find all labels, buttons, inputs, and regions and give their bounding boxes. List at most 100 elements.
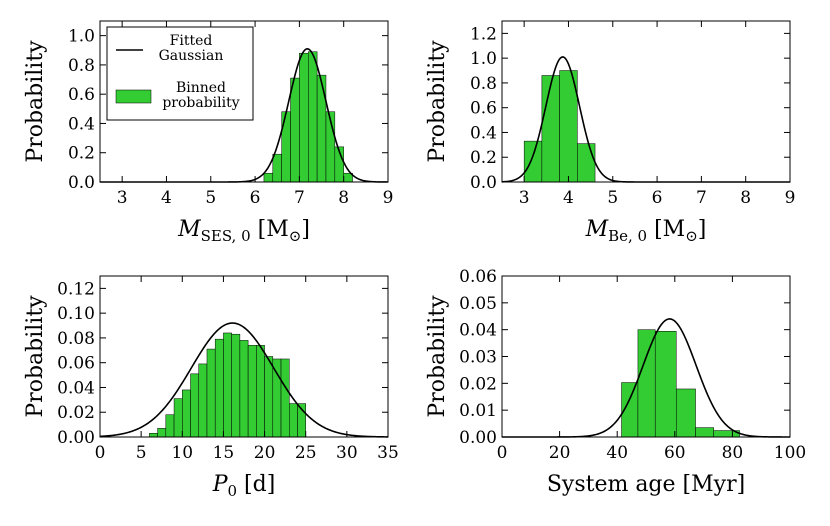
- x-tick-label: 35: [377, 443, 399, 463]
- y-tick-label: 0.2: [68, 144, 95, 164]
- plot-frame: [99, 20, 389, 183]
- x-tick-label: 9: [383, 188, 394, 208]
- y-tick-label: 0.01: [459, 401, 497, 421]
- x-tick-label: 8: [740, 188, 751, 208]
- y-tick-label: 0.4: [68, 114, 95, 134]
- x-tick-label: 80: [722, 443, 744, 463]
- y-tick-label: 0.00: [57, 428, 95, 448]
- y-tick-label: 0.6: [470, 99, 497, 119]
- y-tick-label: 0.06: [57, 354, 95, 374]
- x-tick-label: 8: [338, 188, 349, 208]
- y-tick-label: 0.03: [459, 348, 497, 368]
- y-tick-label: 0.02: [57, 403, 95, 423]
- x-tick-label: 3: [117, 188, 128, 208]
- histogram-bar: [149, 433, 158, 438]
- y-tick-label: 1.0: [68, 27, 95, 47]
- panel-2: 3 4 5 6 7 8 9 0.0 0.2 0.4 0.6 0.8 1.0 1.2 Probability M…: [425, 20, 796, 245]
- histogram-bar: [157, 428, 167, 438]
- histogram-bar: [272, 358, 282, 438]
- histogram-bar: [256, 345, 265, 438]
- x-tick-label: 20: [549, 443, 571, 463]
- histogram-bar: [264, 356, 274, 438]
- x-tick-label: 40: [606, 443, 628, 463]
- y-axis-label: Probability: [23, 295, 48, 418]
- x-tick-label: 7: [294, 188, 305, 208]
- y-tick-label: 0.04: [57, 378, 95, 398]
- histogram-bar: [165, 414, 175, 438]
- histogram-bar: [541, 75, 560, 183]
- histogram-bar: [299, 52, 309, 183]
- legend-label-gaussian: Gaussian: [159, 48, 224, 64]
- legend-patch-swatch: [115, 89, 152, 104]
- y-tick-label: 0.0: [68, 173, 95, 193]
- histogram-bar: [280, 358, 290, 438]
- histogram-bar: [695, 427, 714, 438]
- histogram-bar: [290, 77, 300, 183]
- x-tick-label: 6: [652, 188, 663, 208]
- y-tick-label: 1.0: [470, 49, 497, 69]
- panel-3: 0 5 10 15 20 25 30 35 0.00 0.02 0.04 0.06 0.08 0.10 0.…: [23, 275, 399, 500]
- x-tick-label: 6: [250, 188, 261, 208]
- x-tick-label: 60: [664, 443, 686, 463]
- x-tick-label: 20: [254, 443, 276, 463]
- y-tick-label: 0.4: [470, 123, 497, 143]
- histogram-bar: [289, 403, 298, 438]
- x-tick-label: 3: [519, 188, 530, 208]
- histogram-bar: [577, 143, 596, 183]
- histogram-bar: [182, 389, 191, 438]
- panel-4: 0 20 40 60 80 100 0.00 0.01 0.02 0.03 0.04 0.05 0.06…: [425, 267, 806, 497]
- x-tick-label: 25: [295, 443, 317, 463]
- fitted-gaussian-curve: [99, 322, 389, 438]
- histogram-bar: [214, 338, 224, 438]
- y-tick-label: 0.8: [68, 56, 95, 76]
- y-tick-label: 0.2: [470, 148, 497, 168]
- legend-box: [106, 26, 254, 121]
- histogram-bar: [523, 140, 543, 183]
- x-tick-label: 7: [696, 188, 707, 208]
- y-axis-label: Probability: [425, 295, 450, 418]
- x-tick-label: 10: [171, 443, 193, 463]
- x-axis-label: MSES, 0 [M⊙]: [177, 217, 310, 245]
- histogram-bar: [239, 340, 249, 438]
- histogram-bar: [198, 363, 208, 438]
- x-tick-label: 5: [205, 188, 216, 208]
- x-tick-label: 100: [774, 443, 806, 463]
- y-tick-label: 0.04: [459, 321, 497, 341]
- histogram-bar: [316, 74, 327, 183]
- y-tick-label: 0.05: [459, 294, 497, 314]
- y-tick-label: 0.6: [68, 85, 95, 105]
- y-axis-label: Probability: [425, 40, 450, 163]
- x-tick-label: 4: [563, 188, 574, 208]
- plot-frame: [99, 275, 389, 438]
- histogram-bar: [223, 332, 232, 438]
- histogram-bar: [263, 172, 274, 183]
- panel-1: 3 4 5 6 7 8 9 0.0 0.2 0.4 0.6 0.8 1.0 Probability MSES…: [23, 20, 394, 245]
- x-tick-label: 9: [785, 188, 796, 208]
- legend-label-binned: probability: [162, 95, 239, 111]
- x-tick-label: 4: [161, 188, 172, 208]
- histogram-bar: [675, 388, 696, 438]
- y-tick-label: 1.2: [470, 24, 497, 44]
- x-axis-label: System age [Myr]: [547, 472, 745, 497]
- x-axis-label: MBe, 0 [M⊙]: [585, 217, 707, 245]
- histogram-bar: [173, 398, 183, 438]
- x-tick-label: 0: [497, 443, 508, 463]
- y-tick-label: 0.00: [459, 428, 497, 448]
- x-tick-label: 30: [336, 443, 358, 463]
- legend-label-binned: Binned: [176, 80, 226, 96]
- x-axis-label: P0 [d]: [212, 472, 276, 500]
- y-tick-label: 0.02: [459, 374, 497, 394]
- histogram-bar: [272, 153, 282, 183]
- x-tick-label: 15: [213, 443, 235, 463]
- y-tick-label: 0.0: [470, 173, 497, 193]
- x-tick-label: 5: [136, 443, 147, 463]
- histogram-bar: [231, 333, 241, 438]
- plot-frame: [501, 20, 791, 183]
- histogram-bar: [190, 373, 199, 438]
- histogram-bar: [247, 345, 257, 438]
- x-tick-label: 0: [95, 443, 106, 463]
- y-tick-label: 0.08: [57, 329, 95, 349]
- x-tick-label: 5: [607, 188, 618, 208]
